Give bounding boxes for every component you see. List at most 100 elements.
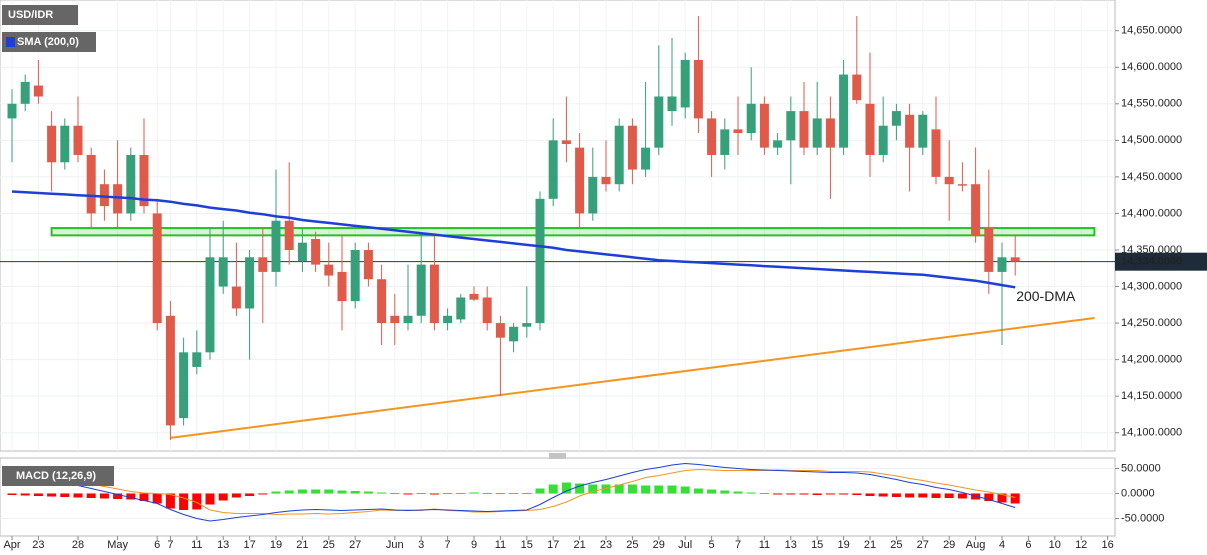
candle-body (773, 140, 783, 148)
histogram-bar (839, 493, 849, 495)
histogram-bar (944, 493, 954, 498)
x-tick-label: 11 (759, 539, 770, 551)
candle-body (113, 184, 123, 214)
histogram-bar (205, 493, 215, 505)
histogram-bar (575, 483, 585, 494)
candle-body (152, 213, 162, 324)
x-tick-label: 6 (154, 539, 160, 551)
candle-body (456, 297, 466, 320)
x-tick-label: 29 (943, 539, 955, 551)
candle-body (139, 154, 149, 207)
symbol-label: USD/IDR (8, 9, 53, 21)
histogram-bar (495, 493, 505, 494)
x-tick-label: 11 (495, 539, 506, 551)
panel-handle (549, 453, 566, 459)
histogram-bar (377, 492, 387, 494)
histogram-bar (759, 493, 769, 494)
candle-body (733, 129, 743, 134)
x-tick-label: 15 (521, 539, 533, 551)
histogram-bar (614, 484, 624, 494)
histogram-bar (20, 493, 30, 496)
x-tick-label: 19 (270, 539, 282, 551)
x-tick-label: 10 (1049, 539, 1061, 551)
x-tick-label: Aug (966, 539, 986, 551)
macd-box (2, 466, 114, 486)
histogram-bar (179, 493, 189, 510)
candle-body (944, 176, 954, 185)
histogram-bar (693, 488, 703, 494)
y-tick-label: 14,600.0000 (1121, 61, 1182, 73)
candle-body (905, 114, 915, 148)
x-tick-label: 16 (1101, 539, 1113, 551)
candle-body (891, 111, 901, 126)
candle-body (245, 257, 255, 309)
x-tick-label: 3 (418, 539, 424, 551)
candle-body (852, 74, 862, 101)
candle-body (693, 59, 703, 119)
symbol-box (2, 5, 78, 25)
histogram-bar (337, 490, 347, 494)
histogram-bar (429, 493, 439, 495)
macd-line (11, 462, 1016, 522)
candle-body (680, 59, 690, 108)
macd-label: MACD (12,26,9) (16, 470, 96, 482)
histogram-bar (878, 493, 888, 497)
histogram-bar (73, 493, 83, 498)
candle-body (390, 315, 400, 324)
y-tick-label: 14,200.0000 (1121, 354, 1182, 366)
x-tick-label: 28 (72, 539, 84, 551)
candle-body (337, 271, 347, 302)
candle-body (667, 96, 677, 112)
candle-body (86, 154, 96, 214)
candle-body (350, 249, 360, 302)
histogram-bar (799, 493, 809, 495)
candle-body (47, 125, 57, 163)
candle-body (720, 129, 730, 155)
y-tick-label: 14,300.0000 (1121, 280, 1182, 292)
histogram-bar (60, 493, 70, 497)
candle-body (205, 257, 215, 353)
histogram-bar (363, 491, 373, 494)
candle-body (575, 147, 585, 214)
histogram-bar (456, 493, 466, 494)
candle-body (20, 81, 30, 104)
candle-body (377, 279, 387, 324)
sma-line (11, 190, 1016, 289)
histogram-bar (865, 493, 875, 496)
candle-body (641, 147, 651, 170)
candle-body (403, 315, 413, 324)
candle-body (509, 326, 519, 342)
x-tick-label: 12 (1075, 539, 1087, 551)
x-tick-label: 4 (999, 539, 1005, 551)
histogram-bar (297, 489, 307, 494)
histogram-bar (509, 493, 519, 494)
candle-body (812, 118, 822, 148)
candle-body (654, 96, 664, 148)
histogram-bar (482, 493, 492, 494)
histogram-bar (984, 493, 994, 501)
histogram-bar (905, 493, 915, 498)
x-tick-label: Jul (678, 539, 692, 551)
y-tick-label: 14,500.0000 (1121, 134, 1182, 146)
candle-body (271, 220, 281, 272)
x-tick-label: 13 (785, 539, 797, 551)
histogram-bar (654, 485, 664, 494)
x-tick-label: 5 (709, 539, 715, 551)
candle-body (284, 220, 294, 250)
histogram-bar (113, 493, 123, 499)
candle-body (548, 140, 558, 199)
x-tick-label: 7 (735, 539, 741, 551)
candle-body (416, 264, 426, 316)
y-tick-label: 14,550.0000 (1121, 98, 1182, 110)
candle-body (786, 111, 796, 141)
histogram-bar (825, 493, 835, 495)
candle-body (311, 239, 321, 265)
candle-body (192, 352, 202, 367)
x-tick-label: 7 (445, 539, 451, 551)
last-price-box (1115, 252, 1207, 271)
histogram-bar (271, 491, 281, 494)
candle-body (522, 323, 532, 327)
candle-body (627, 125, 637, 170)
histogram-bar (311, 489, 321, 494)
